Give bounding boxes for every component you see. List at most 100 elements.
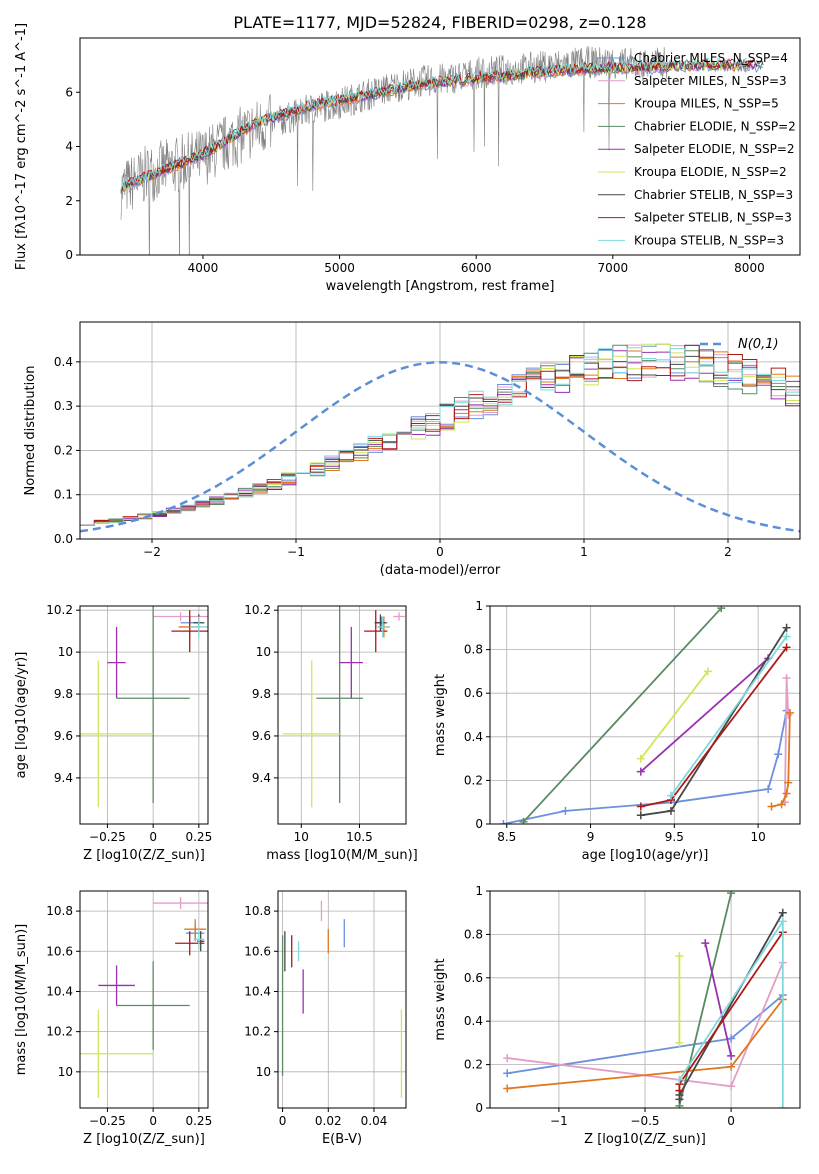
y-tick-label: 0.8 <box>464 643 483 657</box>
spectrum-model-kroupa-stelib <box>120 57 747 190</box>
y-tick-label: 10.4 <box>244 984 271 998</box>
series-line <box>704 942 732 1057</box>
series-point <box>727 1082 736 1091</box>
series-point <box>675 1038 684 1047</box>
x-tick-label: 0 <box>279 1114 287 1128</box>
x-tick-label: 5000 <box>324 261 355 275</box>
series-point <box>778 917 787 926</box>
errorbar-chabrier-elodie <box>316 606 363 804</box>
y-tick-label: 10.4 <box>46 984 73 998</box>
series-salpeter-miles <box>780 673 793 807</box>
y-tick-label: 10 <box>256 1065 271 1079</box>
x-tick-label: 0 <box>436 545 444 559</box>
spectrum-legend: Chabrier MILES, N_SSP=4 Salpeter MILES, N… <box>598 51 796 247</box>
y-tick-label: 9.4 <box>252 771 271 785</box>
x-tick-label: 0.25 <box>185 830 212 844</box>
legend-label-normal: N(0,1) <box>738 337 779 352</box>
y-tick-label: 0 <box>475 817 483 831</box>
y-tick-label: 0.6 <box>464 686 483 700</box>
x-tick-label: 0.04 <box>361 1114 388 1128</box>
series-point <box>782 643 791 652</box>
series-point <box>782 632 791 641</box>
series-point <box>666 806 675 815</box>
series-point <box>782 673 791 682</box>
series-kroupa-miles <box>503 995 787 1093</box>
x-axis-label: E(B-V) <box>322 1132 362 1147</box>
y-tick-label: 0.0 <box>54 532 73 546</box>
histogram-chabrier-elodie <box>80 344 800 526</box>
series-line <box>522 607 722 823</box>
plot-marks-mass_vs_Z <box>80 897 208 1098</box>
errorbar-salpeter-miles <box>153 612 208 621</box>
y-tick-label: 10.8 <box>244 904 271 918</box>
series-point <box>499 820 508 824</box>
legend-label-chabrier-stelib: Chabrier STELIB, N_SSP=3 <box>634 188 793 202</box>
x-tick-label: 0.25 <box>185 1114 212 1128</box>
y-tick-label: 10 <box>58 1065 73 1079</box>
x-tick-label: 8000 <box>734 261 765 275</box>
series-point <box>778 908 787 917</box>
series-point <box>782 623 791 632</box>
histogram-salpeter-stelib <box>80 344 800 526</box>
x-tick-label: 4000 <box>188 261 219 275</box>
histogram-kroupa-miles <box>80 350 800 526</box>
y-tick-label: 10.8 <box>46 904 73 918</box>
series-point <box>767 802 776 811</box>
errorbar-chabrier-elodie <box>116 961 190 1050</box>
series-kroupa-stelib <box>666 632 791 800</box>
axes-frame <box>79 890 209 1109</box>
y-tick-label: 2 <box>65 194 73 208</box>
histogram-salpeter-miles <box>80 344 800 526</box>
plot-marks-age_vs_Z <box>80 606 208 808</box>
x-tick-label: 10 <box>750 830 765 844</box>
series-point <box>703 667 712 676</box>
spectrum-data-line <box>120 46 668 255</box>
series-point <box>778 1104 787 1108</box>
errorbar-chabrier-elodie <box>116 606 190 804</box>
plot-area: 4000 5000 6000 7000 8000 0 2 4 6 wavelength [Angs… <box>14 23 801 1147</box>
y-tick-label: 10.6 <box>46 944 73 958</box>
y-tick-label: 0.2 <box>464 1058 483 1072</box>
x-axis-label: Z [log10(Z/Z_sun)] <box>584 1132 706 1147</box>
plot-marks-massweight_vs_Z <box>503 891 787 1108</box>
x-tick-label: −1 <box>550 1114 568 1128</box>
axes-frame <box>277 890 407 1109</box>
series-line <box>640 670 709 760</box>
histogram-chabrier-miles <box>80 343 800 526</box>
axes-age_vs_Z: −0.25 0 0.25 9.4 9.6 9.8 10 10.2 Z [log10(Z/Z_su… <box>14 603 212 863</box>
y-tick-label: 9.4 <box>54 771 73 785</box>
axes-mass_vs_ebv: 0 0.02 0.04 10 10.2 10.4 10.6 10.8 E(B-V) <box>244 890 407 1147</box>
plot-marks-age_vs_mass <box>282 606 405 808</box>
y-tick-label: 10.2 <box>244 1025 271 1039</box>
y-tick-label: 10.2 <box>244 603 271 617</box>
y-tick-label: 6 <box>65 85 73 99</box>
axes-spectrum: 4000 5000 6000 7000 8000 0 2 4 6 wavelength [Angs… <box>14 23 801 294</box>
series-point <box>727 1034 736 1043</box>
x-axis-label: Z [log10(Z/Z_sun)] <box>83 1132 205 1147</box>
x-tick-label: 9.5 <box>665 830 684 844</box>
x-tick-label: 0.02 <box>315 1114 342 1128</box>
errorbar-salpeter-miles <box>393 612 405 621</box>
series-point <box>727 1062 736 1071</box>
x-tick-label: 1 <box>580 545 588 559</box>
y-tick-label: 4 <box>65 140 73 154</box>
series-point <box>727 1051 736 1060</box>
legend-label-kroupa-miles: Kroupa MILES, N_SSP=5 <box>634 97 779 111</box>
y-tick-label: 0.4 <box>464 730 483 744</box>
axes-frame <box>489 890 801 1109</box>
series-point <box>777 800 786 809</box>
y-tick-label: 0 <box>65 248 73 262</box>
y-tick-label: 10.2 <box>46 1025 73 1039</box>
legend-label-chabrier-elodie: Chabrier ELODIE, N_SSP=2 <box>634 119 796 133</box>
errorbar-chabrier-stelib <box>197 931 205 952</box>
series-point <box>774 750 783 759</box>
y-axis-label: age [log10(age/yr)] <box>14 652 29 779</box>
y-tick-label: 10.2 <box>46 603 73 617</box>
y-tick-label: 0.2 <box>464 773 483 787</box>
histogram-chabrier-stelib <box>80 349 800 526</box>
axes-frame <box>79 37 801 256</box>
series-line <box>503 710 788 824</box>
series-point <box>675 1075 684 1084</box>
series-kroupa-stelib <box>675 917 787 1108</box>
y-tick-label: 9.6 <box>54 729 73 743</box>
